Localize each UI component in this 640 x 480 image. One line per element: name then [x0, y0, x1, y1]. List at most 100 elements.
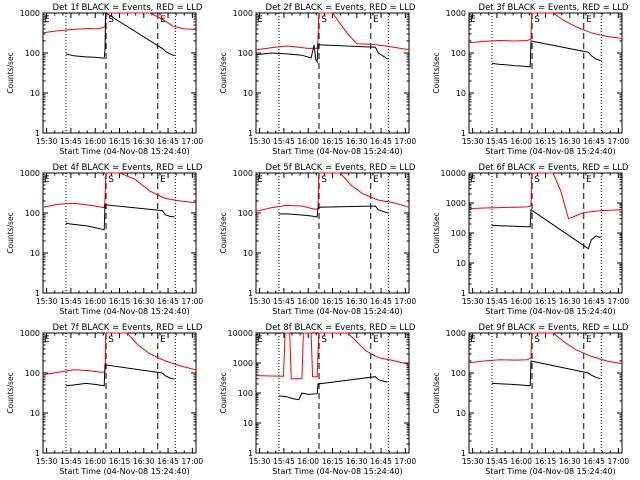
panel-2: Det 2f BLACK = Events, RED = LLD 1 10 100 10…	[219, 3, 416, 156]
lld-series-line	[42, 172, 197, 209]
y-tick-label: 10	[243, 419, 253, 428]
event-marker-label: S	[108, 15, 114, 25]
event-marker-label: E	[470, 175, 476, 185]
x-tick-label: 16:45	[370, 297, 392, 306]
x-tick-label: 15:45	[486, 137, 508, 146]
y-tick-label: 10000	[441, 169, 466, 178]
y-tick-label: 1000	[20, 329, 40, 338]
event-marker-label: E	[586, 175, 592, 185]
x-tick-label: 16:00	[84, 137, 106, 146]
x-tick-label: 16:30	[559, 297, 581, 306]
y-tick-label: 1	[461, 449, 466, 458]
panel-1: Det 1f BLACK = Events, RED = LLD 1 10 100 10…	[6, 3, 203, 156]
y-tick-label: 1000	[233, 9, 253, 18]
panel-4: Det 4f BLACK = Events, RED = LLD 1 10 100 10…	[6, 163, 203, 316]
x-tick-label: 16:30	[133, 297, 155, 306]
event-marker-label: E	[44, 15, 50, 25]
y-tick-label: 100	[25, 209, 40, 218]
x-tick-label: 15:30	[249, 297, 271, 306]
y-tick-label: 1	[35, 129, 40, 138]
events-series-line	[65, 204, 175, 231]
panel-7: Det 7f BLACK = Events, RED = LLD 1 10 100 10…	[6, 323, 203, 476]
x-tick-label: 16:45	[583, 137, 605, 146]
y-axis-label: Counts/sec	[432, 212, 441, 253]
events-series-line	[65, 12, 175, 59]
x-tick-label: 15:45	[273, 297, 295, 306]
event-marker-label: E	[470, 335, 476, 345]
lld-series-line	[255, 12, 410, 51]
x-axis-label: Start Time (04-Nov-08 15:24:40)	[485, 467, 615, 476]
x-tick-label: 16:00	[84, 297, 106, 306]
y-tick-label: 100	[238, 49, 253, 58]
lld-series-line	[42, 332, 197, 376]
event-marker-label: E	[160, 335, 166, 345]
x-axis-label: Start Time (04-Nov-08 15:24:40)	[485, 307, 615, 316]
panel-title: Det 3f BLACK = Events, RED = LLD	[479, 3, 629, 13]
y-axis-label: Counts/sec	[219, 52, 228, 93]
event-marker-label: S	[534, 335, 540, 345]
x-axis-label: Start Time (04-Nov-08 15:24:40)	[272, 307, 402, 316]
x-tick-label: 15:30	[36, 457, 58, 466]
events-series-line	[491, 208, 601, 250]
y-tick-label: 1	[248, 449, 253, 458]
event-marker-label: S	[534, 175, 540, 185]
x-tick-label: 15:45	[486, 457, 508, 466]
panel-title: Det 1f BLACK = Events, RED = LLD	[53, 3, 203, 13]
y-tick-label: 10	[30, 249, 40, 258]
event-marker-label: E	[44, 175, 50, 185]
y-tick-label: 100	[238, 389, 253, 398]
x-tick-label: 15:30	[249, 457, 271, 466]
x-axis-label: Start Time (04-Nov-08 15:24:40)	[59, 307, 189, 316]
y-tick-label: 1	[248, 129, 253, 138]
x-tick-label: 16:00	[510, 297, 532, 306]
x-tick-label: 17:00	[182, 297, 204, 306]
x-tick-label: 16:15	[109, 137, 131, 146]
x-tick-label: 17:00	[395, 457, 417, 466]
y-tick-label: 100	[451, 49, 466, 58]
x-tick-label: 15:45	[273, 457, 295, 466]
x-tick-label: 17:00	[608, 457, 630, 466]
x-tick-label: 16:30	[559, 137, 581, 146]
event-marker-label: S	[534, 15, 540, 25]
x-tick-label: 16:45	[157, 457, 179, 466]
y-tick-label: 1000	[446, 199, 466, 208]
x-tick-label: 16:00	[510, 457, 532, 466]
x-tick-label: 16:45	[370, 457, 392, 466]
x-tick-label: 16:30	[346, 137, 368, 146]
x-tick-label: 17:00	[608, 297, 630, 306]
x-tick-label: 16:45	[157, 297, 179, 306]
x-tick-label: 16:15	[535, 297, 557, 306]
lld-series-line	[468, 172, 623, 220]
x-tick-label: 16:30	[133, 137, 155, 146]
x-tick-label: 16:30	[133, 457, 155, 466]
x-tick-label: 16:45	[583, 297, 605, 306]
y-tick-label: 1000	[20, 9, 40, 18]
y-tick-label: 100	[451, 229, 466, 238]
event-marker-label: E	[373, 15, 379, 25]
panel-title: Det 7f BLACK = Events, RED = LLD	[53, 323, 203, 333]
x-tick-label: 17:00	[182, 137, 204, 146]
y-axis-label: Counts/sec	[432, 372, 441, 413]
event-marker-label: E	[470, 15, 476, 25]
x-tick-label: 16:00	[84, 457, 106, 466]
x-tick-label: 16:15	[535, 137, 557, 146]
panel-title: Det 8f BLACK = Events, RED = LLD	[266, 323, 416, 333]
y-tick-label: 1000	[446, 329, 466, 338]
x-axis-label: Start Time (04-Nov-08 15:24:40)	[272, 147, 402, 156]
lld-series-line	[468, 332, 623, 365]
x-tick-label: 16:15	[109, 457, 131, 466]
panel-title: Det 2f BLACK = Events, RED = LLD	[266, 3, 416, 13]
events-series-line	[278, 205, 388, 218]
panel-5: Det 5f BLACK = Events, RED = LLD 1 10 100 10…	[219, 163, 416, 316]
lld-series-line	[255, 172, 410, 212]
events-series-line	[491, 360, 601, 387]
x-tick-label: 15:30	[249, 137, 271, 146]
y-tick-label: 1	[35, 289, 40, 298]
y-axis-label: Counts/sec	[432, 52, 441, 93]
x-tick-label: 16:00	[510, 137, 532, 146]
x-tick-label: 16:45	[370, 137, 392, 146]
event-marker-label: E	[257, 335, 263, 345]
x-tick-label: 16:00	[297, 137, 319, 146]
x-tick-label: 16:00	[297, 297, 319, 306]
x-tick-label: 16:15	[322, 137, 344, 146]
